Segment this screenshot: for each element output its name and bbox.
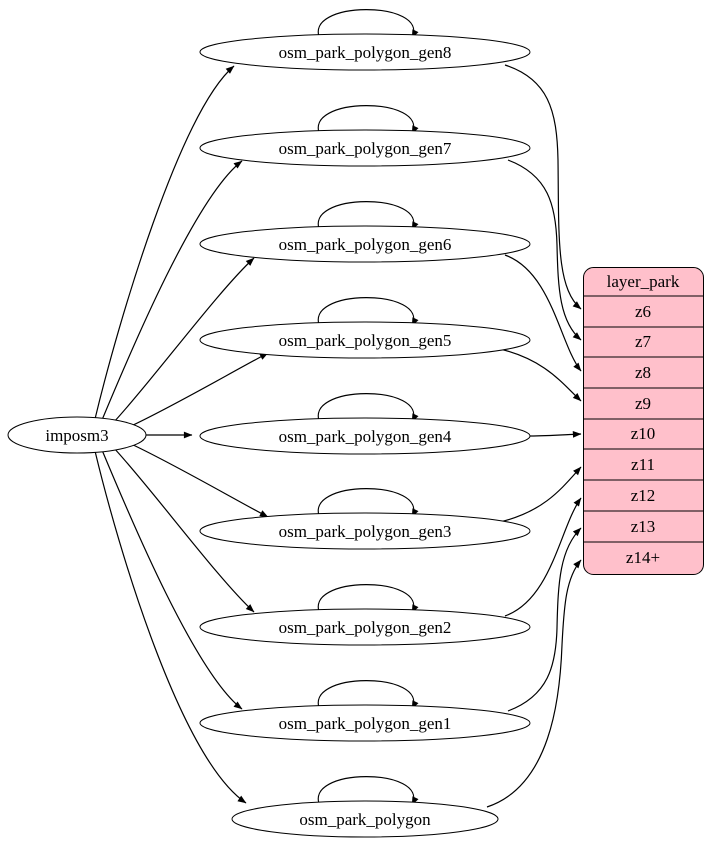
self-loop-gen6: [317, 201, 419, 232]
imposm3-ellipse: [7, 416, 147, 454]
gen6-ellipse: [199, 225, 531, 263]
layer-park-table: layer_park z6 z7 z8 z9 z10 z11 z12 z13 z…: [583, 267, 704, 575]
gen7-label: osm_park_polygon_gen7: [279, 139, 452, 158]
self-loop-gen4: [317, 393, 419, 424]
gen5-label: osm_park_polygon_gen5: [279, 331, 452, 350]
node-osm-park-polygon-gen8: osm_park_polygon_gen8: [199, 33, 531, 71]
gen8-label: osm_park_polygon_gen8: [279, 43, 452, 62]
edge-imposm3-to-gen6: [112, 257, 255, 424]
node-imposm3: imposm3: [7, 416, 147, 454]
imposm3-label: imposm3: [45, 426, 108, 445]
edge-gen1-to-z13: [507, 527, 582, 712]
edges-group: [94, 9, 582, 808]
edge-polygon-to-z14plus: [486, 559, 582, 808]
gen7-ellipse: [199, 129, 531, 167]
polygon-ellipse: [231, 800, 499, 838]
layer-park-row-z6: z6: [635, 302, 651, 321]
node-osm-park-polygon-gen7: osm_park_polygon_gen7: [199, 129, 531, 167]
edge-gen7-to-z7: [507, 159, 582, 341]
edge-gen6-to-z8: [504, 254, 582, 372]
gen3-label: osm_park_polygon_gen3: [279, 522, 452, 541]
layer-park-row-z9: z9: [635, 394, 651, 413]
layer-park-row-z8: z8: [635, 363, 651, 382]
gen3-ellipse: [199, 512, 531, 550]
edge-gen2-to-z12: [504, 497, 582, 617]
node-osm-park-polygon-gen1: osm_park_polygon_gen1: [199, 704, 531, 742]
edge-imposm3-to-gen7: [101, 160, 243, 421]
layer-park-row-z11: z11: [631, 455, 655, 474]
layer-park-row-z13: z13: [631, 517, 656, 536]
self-loop-polygon: [317, 776, 419, 807]
node-osm-park-polygon-gen3: osm_park_polygon_gen3: [199, 512, 531, 550]
self-loop-gen7: [317, 105, 419, 136]
gen1-label: osm_park_polygon_gen1: [279, 714, 452, 733]
gen1-ellipse: [199, 704, 531, 742]
layer-park-table-shape: [583, 267, 704, 575]
polygon-label: osm_park_polygon: [299, 810, 431, 829]
edge-imposm3-to-gen3: [128, 442, 269, 518]
self-loop-gen2: [317, 584, 419, 615]
layer-park-row-z12: z12: [631, 486, 656, 505]
edge-gen4-to-z10: [529, 431, 582, 438]
layer-park-row-z10: z10: [631, 424, 656, 443]
edge-gen5-to-z9: [499, 348, 582, 402]
gen4-ellipse: [199, 417, 531, 455]
node-osm-park-polygon-gen4: osm_park_polygon_gen4: [199, 417, 531, 455]
node-osm-park-polygon: osm_park_polygon: [231, 800, 499, 838]
gen5-ellipse: [199, 321, 531, 359]
edge-gen8-to-z6: [504, 64, 582, 310]
node-osm-park-polygon-gen5: osm_park_polygon_gen5: [199, 321, 531, 359]
edge-gen3-to-z11: [499, 466, 582, 523]
edge-imposm3-to-gen5: [128, 352, 269, 428]
layer-park-row-z7: z7: [635, 332, 652, 351]
layer-park-title: layer_park: [607, 272, 680, 291]
edge-imposm3-to-gen2: [112, 446, 255, 613]
edge-imposm3-to-polygon: [94, 450, 247, 804]
node-osm-park-polygon-gen6: osm_park_polygon_gen6: [199, 225, 531, 263]
gen4-label: osm_park_polygon_gen4: [279, 427, 452, 446]
layer-park-row-z14plus: z14+: [626, 548, 660, 567]
self-loop-gen3: [317, 488, 419, 519]
edge-imposm3-to-gen8: [94, 65, 235, 420]
node-osm-park-polygon-gen2: osm_park_polygon_gen2: [199, 608, 531, 646]
gen8-ellipse: [199, 33, 531, 71]
edge-imposm3-to-gen1: [101, 449, 243, 710]
gen2-ellipse: [199, 608, 531, 646]
self-loop-gen8: [317, 9, 419, 40]
self-loop-gen5: [317, 297, 419, 328]
gen6-label: osm_park_polygon_gen6: [279, 235, 452, 254]
gen2-label: osm_park_polygon_gen2: [279, 618, 452, 637]
self-loop-gen1: [317, 680, 419, 711]
